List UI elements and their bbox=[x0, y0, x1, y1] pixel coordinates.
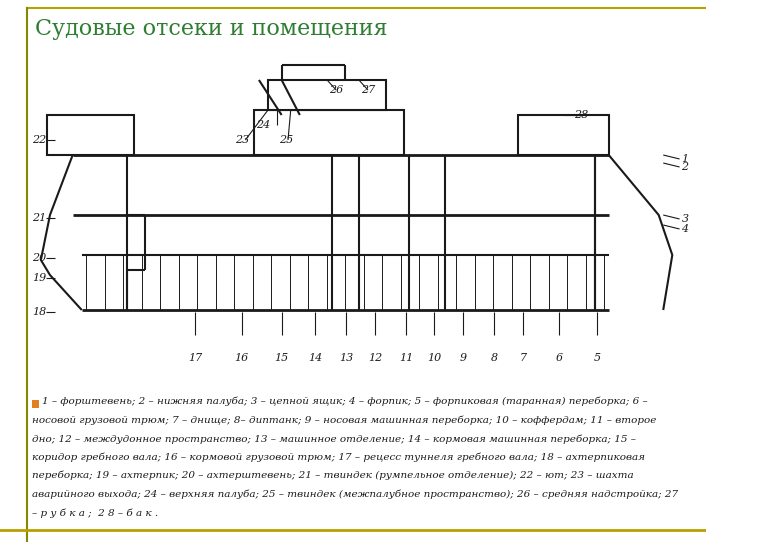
Bar bbox=[517, 115, 608, 155]
Text: 15: 15 bbox=[274, 353, 289, 363]
Text: 7: 7 bbox=[520, 353, 527, 363]
Bar bbox=[47, 115, 134, 155]
Text: 5: 5 bbox=[594, 353, 601, 363]
Text: 9: 9 bbox=[460, 353, 467, 363]
Text: 8: 8 bbox=[491, 353, 498, 363]
Text: 2: 2 bbox=[681, 162, 688, 172]
Text: 12: 12 bbox=[368, 353, 382, 363]
Bar bbox=[268, 80, 386, 110]
Text: 25: 25 bbox=[279, 135, 293, 145]
Text: носовой грузовой трюм; 7 – днище; 8– диптанк; 9 – носовая машинная переборка; 10: носовой грузовой трюм; 7 – днище; 8– дип… bbox=[32, 416, 656, 425]
Text: 6: 6 bbox=[556, 353, 563, 363]
Text: Судовые отсеки и помещения: Судовые отсеки и помещения bbox=[34, 18, 387, 40]
Text: 1 – форштевень; 2 – нижняя палуба; 3 – цепной ящик; 4 – форпик; 5 – форпиковая (: 1 – форштевень; 2 – нижняя палуба; 3 – ц… bbox=[42, 397, 647, 406]
Text: 1: 1 bbox=[681, 154, 688, 164]
Text: 20: 20 bbox=[32, 253, 46, 263]
Text: 28: 28 bbox=[574, 110, 589, 120]
Text: аварийного выхода; 24 – верхняя палуба; 25 – твиндек (межпалубное пространство);: аварийного выхода; 24 – верхняя палуба; … bbox=[32, 489, 678, 499]
Text: 16: 16 bbox=[235, 353, 249, 363]
Text: – р у б к а ;  2 8 – б а к .: – р у б к а ; 2 8 – б а к . bbox=[32, 508, 158, 518]
Text: 21: 21 bbox=[32, 213, 46, 223]
Text: переборка; 19 – ахтерпик; 20 – ахтерштевень; 21 – твиндек (румпельное отделение): переборка; 19 – ахтерпик; 20 – ахтерштев… bbox=[32, 471, 633, 481]
Text: 24: 24 bbox=[256, 120, 270, 130]
Text: 26: 26 bbox=[329, 85, 343, 95]
Text: 3: 3 bbox=[681, 214, 688, 224]
Text: 4: 4 bbox=[681, 224, 688, 234]
Text: 18: 18 bbox=[32, 307, 46, 317]
Text: 27: 27 bbox=[361, 85, 375, 95]
Text: 14: 14 bbox=[308, 353, 322, 363]
Text: 11: 11 bbox=[399, 353, 413, 363]
Text: 22: 22 bbox=[32, 135, 46, 145]
Bar bbox=[254, 110, 404, 155]
Text: 23: 23 bbox=[235, 135, 249, 145]
Text: дно; 12 – междудонное пространство; 13 – машинное отделение; 14 – кормовая машин: дно; 12 – междудонное пространство; 13 –… bbox=[32, 434, 636, 443]
Text: 17: 17 bbox=[188, 353, 203, 363]
Bar bbox=[32, 400, 39, 408]
Text: 13: 13 bbox=[339, 353, 354, 363]
Text: коридор гребного вала; 16 – кормовой грузовой трюм; 17 – рецесс туннеля гребного: коридор гребного вала; 16 – кормовой гру… bbox=[32, 453, 645, 462]
Text: 19: 19 bbox=[32, 273, 46, 283]
Text: 10: 10 bbox=[427, 353, 441, 363]
